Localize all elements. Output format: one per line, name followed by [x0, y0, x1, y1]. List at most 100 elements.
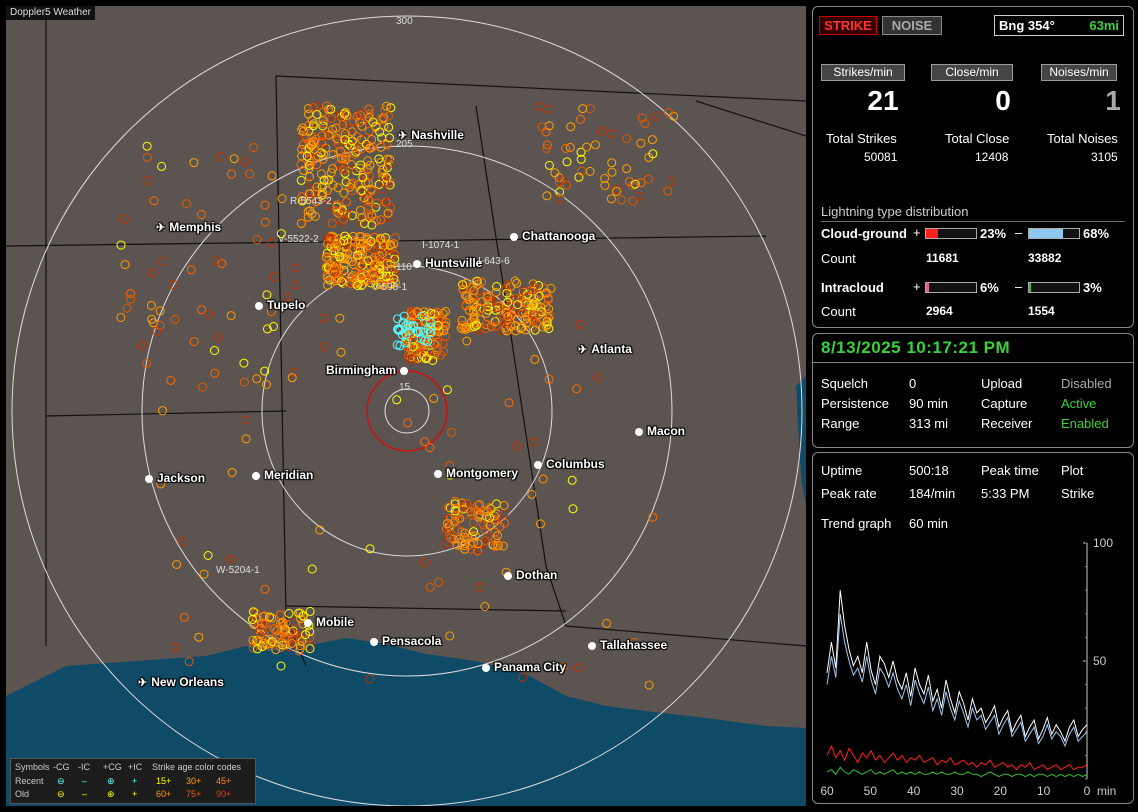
legend-type: +CG: [103, 762, 122, 772]
trend-series-line: [826, 766, 1088, 778]
strike-symbol: [390, 278, 400, 288]
strike-symbol: [348, 142, 358, 152]
strikes-per-min-value: 21: [867, 85, 899, 116]
strike-symbol: [576, 114, 585, 124]
strike-symbol: [523, 289, 533, 299]
strike-legend: Symbols -CG -IC +CG +IC Strike age color code…: [10, 758, 256, 804]
strike-symbol: [625, 177, 634, 187]
storm-marker[interactable]: I-643-6: [478, 256, 510, 267]
strike-symbol: [578, 104, 588, 114]
strike-symbol: [381, 271, 391, 281]
strike-symbol: [364, 195, 374, 205]
storm-marker[interactable]: R-5543-2: [290, 196, 332, 207]
peak-rate-label: Peak rate: [821, 486, 877, 501]
strike-symbol: [622, 164, 632, 174]
strike-symbol: [480, 525, 490, 535]
strike-symbol: [155, 306, 165, 316]
strike-symbol: [364, 201, 373, 211]
strike-symbol: [386, 250, 396, 260]
strike-symbol: [542, 140, 552, 150]
strike-symbol: [390, 249, 399, 259]
strike-symbol: [462, 499, 472, 508]
strike-symbol: [450, 506, 460, 516]
ic-minus-sign: –: [1015, 279, 1023, 294]
strike-symbol: [322, 248, 332, 258]
strike-symbol: [365, 143, 375, 153]
strike-symbol: [542, 104, 552, 114]
strike-symbol: [535, 309, 545, 319]
storm-marker[interactable]: V-598-1: [372, 282, 408, 293]
strike-symbol: [335, 313, 345, 323]
total-close-label: Total Close: [945, 131, 1010, 146]
persistence-label: Persistence: [821, 396, 889, 411]
strike-symbol: [462, 336, 472, 346]
strike-symbol: [334, 234, 344, 244]
strike-symbol: [475, 582, 485, 592]
strike-symbol: [340, 109, 349, 119]
strike-symbol: [376, 248, 386, 258]
strike-symbol: [358, 270, 368, 279]
strike-symbol: [249, 620, 259, 629]
map-title: Doppler5 Weather: [6, 6, 95, 20]
strike-symbol: [375, 127, 385, 137]
close-per-min-label: Close/min: [931, 64, 1013, 81]
strike-symbol: [297, 196, 307, 206]
strike-symbol: [203, 551, 213, 560]
strike-symbol: [367, 135, 377, 144]
strike-symbol: [277, 194, 287, 204]
strike-symbol: [318, 116, 328, 126]
strike-symbol: [363, 142, 372, 151]
strike-symbol: [282, 292, 292, 302]
strike-symbol: [328, 125, 337, 134]
strike-symbol: [210, 368, 220, 378]
strike-symbol: [452, 539, 462, 549]
cg-plus-sign: +: [913, 225, 921, 240]
strike-symbol: [212, 256, 222, 266]
recent-strike-symbol: [409, 321, 419, 331]
storm-marker[interactable]: I-1074-1: [422, 240, 460, 251]
legend-age-value: 15+: [156, 776, 172, 786]
strike-symbol: [391, 233, 401, 242]
strike-symbol: [347, 244, 357, 254]
strike-symbol: [356, 260, 366, 270]
radar-map[interactable]: Doppler5 Weather 300 205 110 15 ✈ Nashvil…: [6, 6, 806, 806]
strike-symbol: [324, 234, 334, 244]
strike-symbol: [566, 122, 576, 132]
strike-symbol: [323, 239, 333, 249]
uptime-label: Uptime: [821, 463, 863, 478]
strike-symbol: [461, 324, 471, 334]
plot-value[interactable]: Strike: [1061, 486, 1095, 501]
strike-symbol: [122, 303, 132, 313]
divider: [813, 362, 1133, 363]
strike-symbol: [390, 268, 400, 278]
strike-symbol: [543, 295, 553, 304]
strike-symbol: [386, 103, 396, 113]
strike-button[interactable]: STRIKE: [819, 16, 877, 35]
strike-symbol: [490, 515, 499, 524]
strike-symbol: [585, 104, 595, 114]
x-tick-label: 60: [820, 784, 834, 798]
strike-symbol: [558, 662, 568, 672]
strike-symbol: [294, 608, 304, 618]
strike-symbol: [240, 157, 250, 167]
range-ring: [384, 388, 430, 434]
strike-symbol: [345, 182, 355, 192]
legend-age-value: 75+: [186, 789, 202, 799]
strike-symbol: [307, 564, 317, 574]
strike-symbol: [486, 322, 496, 331]
recent-strike-symbol: [393, 325, 403, 335]
strike-symbol: [322, 175, 332, 185]
strike-symbol: [170, 642, 180, 652]
peak-time-value: 5:33 PM: [981, 486, 1030, 501]
storm-marker[interactable]: V-5522-2: [278, 234, 319, 245]
city-memphis: ✈ Memphis: [156, 220, 222, 234]
strike-symbol: [252, 235, 262, 245]
storm-marker[interactable]: W-5204-1: [216, 565, 260, 576]
strike-symbol: [518, 672, 528, 682]
strike-symbol: [347, 127, 357, 137]
noise-button[interactable]: NOISE: [882, 16, 942, 35]
strike-symbol: [440, 331, 450, 341]
strike-symbol: [275, 610, 285, 620]
strike-symbol: [258, 638, 268, 648]
